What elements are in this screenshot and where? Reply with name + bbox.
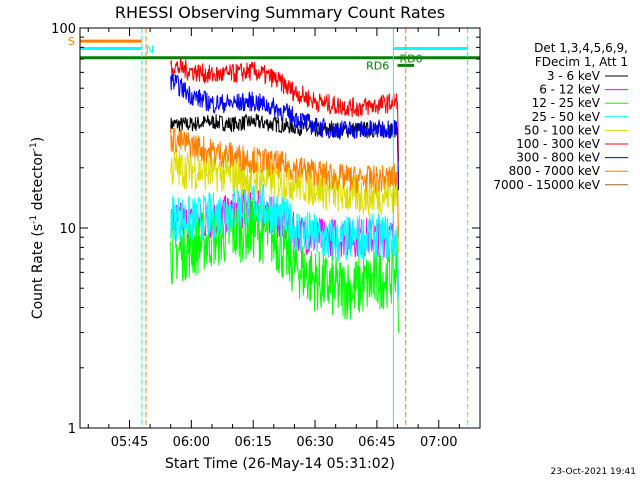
x-tick-label: 07:00 bbox=[420, 435, 457, 450]
footer-timestamp: 23-Oct-2021 19:41 bbox=[551, 467, 636, 477]
flag-label: RD6 bbox=[366, 60, 389, 73]
series-line bbox=[170, 151, 399, 254]
legend-entry-label: 300 - 800 keV bbox=[516, 151, 600, 165]
legend-entry-label: 3 - 6 keV bbox=[547, 69, 601, 83]
legend-entry-label: 12 - 25 keV bbox=[532, 96, 601, 110]
flag-label: RD0 bbox=[400, 52, 423, 65]
legend-entry-label: 100 - 300 keV bbox=[516, 137, 600, 151]
legend-entry-label: 6 - 12 keV bbox=[539, 83, 601, 97]
legend-entry-label: 50 - 100 keV bbox=[524, 123, 601, 137]
series-line bbox=[170, 127, 399, 238]
x-tick-label: 06:45 bbox=[358, 435, 395, 450]
x-axis-label: Start Time (26-May-14 05:31:02) bbox=[165, 456, 395, 472]
y-tick-label: 10 bbox=[59, 222, 76, 237]
flag-label: N bbox=[146, 43, 154, 56]
legend-entry-label: 800 - 7000 keV bbox=[509, 164, 601, 178]
y-axis-label-end: ) bbox=[30, 137, 46, 142]
y-axis-label-main: Count Rate (s bbox=[30, 224, 46, 319]
series-line bbox=[170, 180, 399, 298]
x-tick-label: 06:30 bbox=[296, 435, 333, 450]
chart-title: RHESSI Observing Summary Count Rates bbox=[115, 3, 445, 22]
series-line bbox=[170, 57, 399, 162]
data-layer bbox=[170, 57, 399, 333]
flag-layer: S N RD6 RD0 bbox=[68, 35, 480, 73]
y-axis-label-sup2: -1 bbox=[29, 142, 39, 151]
series-line bbox=[170, 73, 399, 188]
legend-entry-label: 7000 - 15000 keV bbox=[493, 178, 600, 192]
x-tick-label: 05:45 bbox=[111, 435, 148, 450]
y-tick-label: 100 bbox=[51, 22, 76, 37]
x-tick-label: 06:15 bbox=[234, 435, 271, 450]
axis-layer: 1 10 100 05:45 06:00 06:15 06:30 06:45 07:00 bbox=[51, 22, 481, 450]
flag-label: S bbox=[68, 35, 75, 48]
legend-header-1: Det 1,3,4,5,6,9, bbox=[534, 41, 628, 55]
x-tick-label: 06:00 bbox=[173, 435, 210, 450]
y-axis-label-sup1: -1 bbox=[29, 215, 39, 224]
y-tick-label: 1 bbox=[68, 422, 76, 437]
y-axis-label: Count Rate (s-1 detector-1) bbox=[29, 137, 46, 319]
legend: Det 1,3,4,5,6,9, FDecim 1, Att 1 3 - 6 k… bbox=[493, 41, 628, 192]
legend-entry-label: 25 - 50 keV bbox=[532, 110, 601, 124]
y-axis-label-mid: detector bbox=[30, 151, 46, 215]
legend-header-2: FDecim 1, Att 1 bbox=[535, 55, 628, 69]
